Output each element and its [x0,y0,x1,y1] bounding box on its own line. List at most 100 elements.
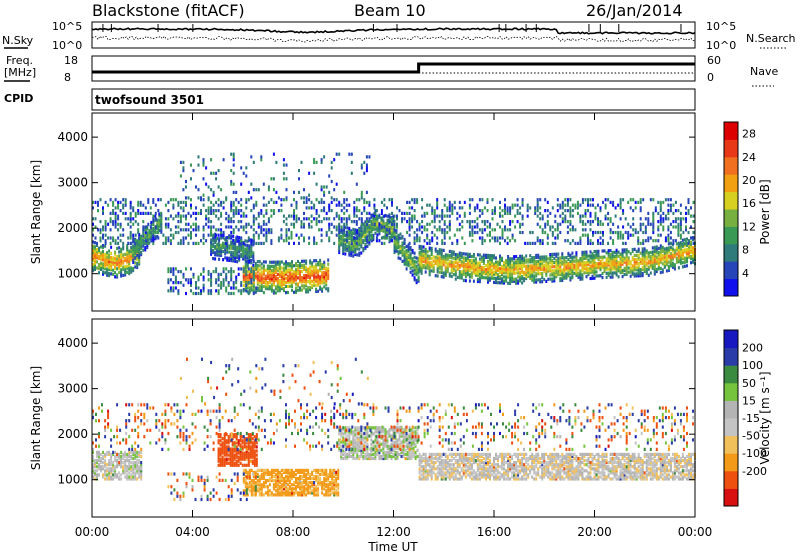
power-cell [242,257,245,261]
power-cell [225,275,228,279]
velocity-cell [134,454,137,459]
power-cell [98,250,100,254]
power-cell [262,196,265,200]
power-cell [293,222,295,226]
power-cell [210,281,213,285]
velocity-cell [116,475,119,479]
power-cell [468,233,471,237]
power-cell [321,264,324,269]
power-cell [320,200,323,204]
power-cell [138,255,141,259]
power-cell [422,265,425,270]
power-cell [310,206,313,210]
power-cell [433,217,436,221]
power-cell [535,272,538,276]
power-cell [485,253,487,257]
power-cell [319,263,322,267]
power-cell [403,211,406,215]
power-cell [615,254,618,258]
power-cell [531,272,534,276]
power-cell [662,211,665,215]
power-cell [403,250,406,254]
power-cell [613,250,616,254]
power-cell [418,236,421,240]
power-cell [405,255,408,259]
power-cell [346,236,349,240]
power-cell [468,265,471,269]
power-cell [126,252,129,256]
power-cell [577,273,580,277]
power-cell [420,265,423,269]
power-cell [413,272,416,276]
power-cell [110,266,113,270]
power-cell [549,253,552,257]
power-cell [216,247,219,251]
power-cell [301,284,303,288]
power-cell [474,257,477,261]
power-cell [307,275,310,279]
power-cell [230,225,233,229]
power-cell [411,250,414,255]
velocity-cell [223,457,226,461]
power-cell [370,239,373,243]
power-cell [100,261,102,265]
power-cell [376,225,379,229]
power-cell [232,190,235,194]
power-cell [491,228,494,232]
power-cell [305,280,308,284]
power-cell [587,239,589,243]
power-cell [104,256,107,261]
power-cell [246,239,249,243]
power-cell [554,228,557,232]
power-cell [641,255,644,259]
power-cell [595,264,598,268]
power-cell [581,250,584,254]
power-cell [592,233,594,237]
power-cell [468,273,471,277]
power-cell [285,272,287,276]
power-cell [591,260,594,264]
power-cell [260,286,263,290]
power-cell [426,262,429,266]
power-cell [637,239,640,243]
power-cell [692,256,694,260]
power-cell [240,203,243,207]
power-cell [517,259,520,263]
power-cell [494,228,496,232]
power-cell [617,203,620,207]
power-cell [212,193,215,197]
power-cell [553,275,556,279]
power-cell [629,268,632,272]
power-cell [142,242,145,246]
power-cell [655,261,658,265]
power-cell [303,276,306,280]
power-cell [136,263,139,267]
power-cell [235,281,238,285]
power-cell [358,231,361,235]
power-cell [657,225,660,229]
power-cell [639,200,642,204]
power-cell [418,257,421,261]
power-cell [303,284,306,288]
power-cell [415,264,418,268]
power-cell [236,247,239,251]
power-cell [120,253,123,258]
power-cell [264,274,267,278]
power-cell [563,272,566,276]
power-cell [187,241,190,245]
power-cell [521,275,524,279]
power-cell [315,182,318,186]
power-cell [396,225,398,229]
power-cell [595,251,598,256]
power-cell [354,252,357,256]
power-cell [526,203,529,207]
power-cell [278,285,281,289]
power-cell [343,230,346,235]
velocity-cell [102,450,104,454]
power-cell [242,255,245,259]
power-cell [242,211,245,215]
velocity-cell [138,469,141,473]
power-cell [382,221,385,225]
power-cell [664,217,667,221]
power-cell [657,261,660,265]
